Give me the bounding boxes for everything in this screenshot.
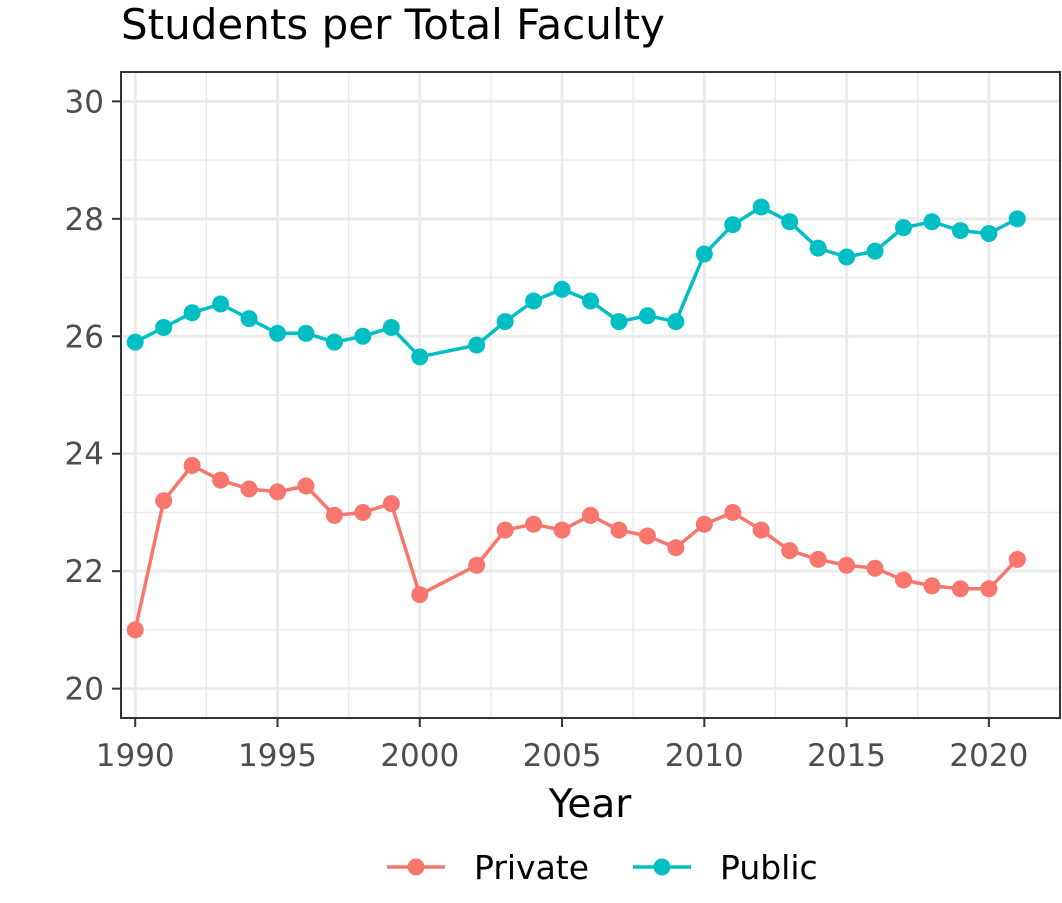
- data-point-public: [951, 222, 969, 240]
- legend-label-public: Public: [720, 848, 818, 887]
- data-point-private: [752, 521, 770, 539]
- data-point-private: [212, 471, 230, 489]
- data-point-public: [781, 213, 799, 231]
- x-tick-label: 2015: [807, 738, 886, 774]
- data-point-public: [126, 333, 144, 351]
- data-point-public: [354, 327, 372, 345]
- y-tick-label: 24: [65, 437, 104, 473]
- data-point-public: [895, 219, 912, 237]
- x-tick-label: 1995: [238, 738, 317, 774]
- chart-title: Students per Total Faculty: [121, 0, 665, 49]
- data-point-private: [183, 456, 201, 474]
- data-point-public: [525, 292, 543, 310]
- data-point-public: [582, 292, 599, 310]
- data-point-private: [553, 521, 571, 539]
- data-point-private: [610, 521, 628, 539]
- data-point-private: [667, 539, 685, 557]
- axis-ticks: [112, 100, 990, 727]
- data-point-public: [382, 318, 400, 336]
- data-point-private: [496, 521, 514, 539]
- data-point-private: [980, 580, 998, 598]
- data-point-public: [155, 318, 173, 336]
- data-point-private: [525, 515, 543, 533]
- x-tick-label: 2010: [665, 738, 744, 774]
- series-line-private: [133, 463, 1019, 631]
- y-tick-label: 22: [65, 554, 104, 590]
- data-point-public: [212, 295, 230, 313]
- x-tick-label: 1990: [96, 738, 175, 774]
- series-layer: [126, 198, 1026, 639]
- data-point-private: [468, 556, 486, 574]
- data-point-private: [866, 559, 884, 577]
- data-point-private: [695, 515, 713, 533]
- legend-label-private: Private: [474, 848, 589, 887]
- data-point-private: [354, 503, 372, 521]
- plot-panel-border: [120, 71, 1061, 719]
- data-point-public: [866, 242, 884, 260]
- data-point-private: [838, 556, 856, 574]
- data-point-public: [923, 213, 941, 231]
- data-point-private: [724, 503, 742, 521]
- data-point-private: [1008, 550, 1026, 568]
- data-point-private: [297, 477, 315, 495]
- data-point-public: [695, 245, 713, 263]
- legend-key-point-private: [407, 858, 425, 876]
- x-tick-label: 2000: [380, 738, 459, 774]
- y-tick-label: 28: [65, 202, 104, 238]
- x-axis-title: Year: [548, 782, 633, 827]
- legend: Private Public: [387, 848, 818, 887]
- data-point-private: [582, 506, 599, 524]
- data-point-public: [638, 307, 656, 325]
- series-line-public: [134, 205, 1019, 359]
- data-point-public: [838, 248, 856, 266]
- data-point-public: [269, 324, 286, 342]
- data-point-public: [325, 333, 343, 351]
- data-point-public: [411, 348, 429, 366]
- x-tick-label: 2005: [523, 738, 602, 774]
- legend-key-point-public: [653, 858, 671, 876]
- data-point-private: [269, 483, 286, 501]
- data-point-private: [411, 586, 429, 604]
- data-point-public: [809, 239, 827, 257]
- data-point-public: [553, 280, 571, 298]
- y-tick-label: 20: [65, 672, 104, 708]
- data-point-private: [155, 492, 173, 510]
- data-point-public: [667, 313, 685, 331]
- data-point-public: [980, 225, 998, 242]
- data-point-public: [496, 313, 514, 331]
- data-point-public: [297, 324, 315, 342]
- data-point-private: [382, 495, 400, 513]
- data-point-private: [895, 571, 912, 589]
- data-point-public: [1008, 210, 1026, 228]
- data-point-public: [240, 310, 258, 328]
- data-point-private: [951, 580, 969, 598]
- data-point-private: [781, 542, 799, 560]
- grid-minor-lines: [121, 72, 1060, 718]
- data-point-public: [724, 216, 742, 234]
- data-point-private: [809, 550, 827, 568]
- y-tick-label: 30: [65, 84, 104, 120]
- data-point-private: [126, 621, 144, 639]
- data-point-private: [923, 577, 941, 595]
- data-point-private: [240, 480, 258, 498]
- data-point-private: [638, 527, 656, 545]
- data-point-private: [325, 506, 343, 524]
- data-point-public: [752, 198, 770, 216]
- data-point-public: [468, 336, 486, 354]
- y-tick-label: 26: [65, 319, 104, 355]
- data-point-public: [183, 304, 201, 322]
- x-tick-label: 2020: [949, 738, 1028, 774]
- data-point-public: [610, 313, 628, 331]
- grid-major-lines: [121, 72, 1060, 718]
